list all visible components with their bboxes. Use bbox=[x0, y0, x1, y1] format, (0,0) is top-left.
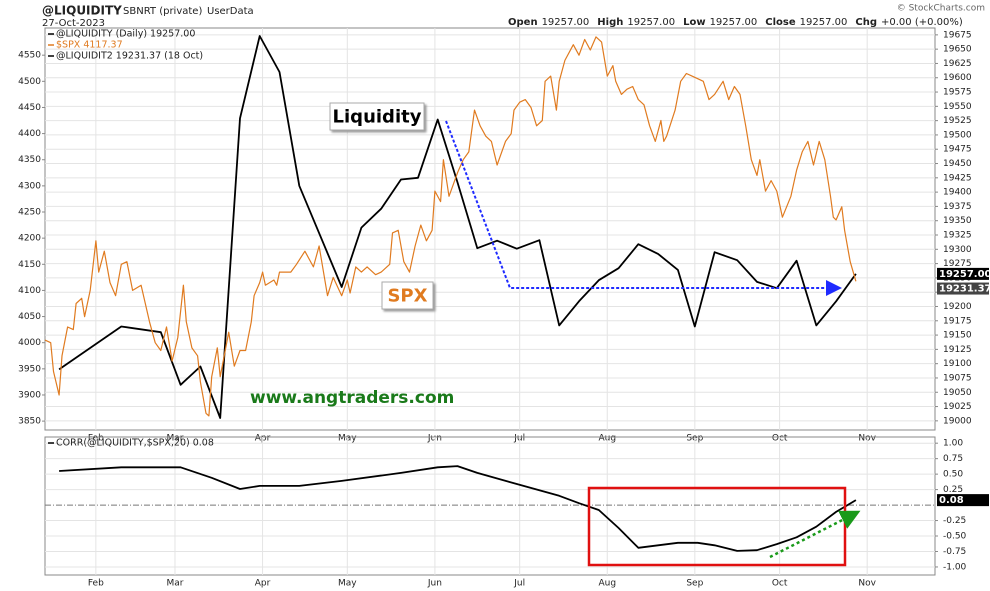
y-tick-label: 19200 bbox=[943, 302, 972, 312]
x-tick-label: Jun bbox=[427, 579, 442, 589]
symbol: @LIQUIDITY bbox=[42, 4, 122, 18]
y-tick-label: 19125 bbox=[943, 345, 972, 355]
y-tick-label: 19550 bbox=[943, 102, 972, 112]
x-tick-label: Mar bbox=[166, 579, 183, 589]
y-tick-label: 4050 bbox=[18, 312, 41, 322]
y-tick-label: 19275 bbox=[943, 259, 972, 269]
y-tick-label: -0.75 bbox=[943, 547, 966, 557]
quote-label: Low bbox=[683, 17, 705, 28]
quote-label: Chg bbox=[855, 17, 877, 28]
trend-arrow bbox=[769, 510, 861, 559]
feed: UserData bbox=[207, 6, 254, 17]
x-tick-label: Aug bbox=[598, 579, 616, 589]
quote-value: +0.00 (+0.00%) bbox=[881, 17, 963, 28]
plot-frame bbox=[44, 27, 936, 431]
y-tick-label: 3850 bbox=[18, 417, 41, 427]
y-tick-label: -1.00 bbox=[943, 562, 967, 572]
y-tick-label: 19100 bbox=[943, 359, 972, 369]
y-tick-label: 4200 bbox=[18, 234, 41, 244]
y-tick-label: 0.75 bbox=[943, 454, 963, 464]
plot-frame bbox=[44, 436, 936, 576]
y-tick-label: 0.25 bbox=[943, 485, 963, 495]
y-tick-label: 4350 bbox=[18, 155, 41, 165]
y-tick-label: 4500 bbox=[18, 77, 41, 87]
y-tick-label: 4300 bbox=[18, 181, 41, 191]
quote-value: 19257.00 bbox=[710, 17, 758, 28]
x-tick-label: Sep bbox=[686, 579, 703, 589]
y-tick-label: 19375 bbox=[943, 202, 972, 212]
y-tick-label: 19575 bbox=[943, 88, 972, 98]
y-tick-label: 19475 bbox=[943, 145, 972, 155]
y-tick-label: 19025 bbox=[943, 402, 972, 412]
y-tick-label: 19625 bbox=[943, 59, 972, 69]
x-tick-label: Oct bbox=[772, 579, 788, 589]
y-tick-label: 4550 bbox=[18, 51, 41, 61]
y-tick-label: 4100 bbox=[18, 286, 41, 296]
end-label-box bbox=[937, 267, 989, 280]
y-tick-label: 19500 bbox=[943, 130, 972, 140]
series-line bbox=[44, 36, 857, 417]
y-tick-label: 19650 bbox=[943, 45, 972, 55]
y-tick-label: 19050 bbox=[943, 388, 972, 398]
legend-label: @LIQUIDITY (Daily) 19257.00 bbox=[56, 29, 195, 40]
y-tick-label: 19425 bbox=[943, 173, 972, 183]
y-tick-label: -0.50 bbox=[943, 532, 967, 542]
y-tick-label: 19000 bbox=[943, 416, 972, 426]
y-tick-label: 4150 bbox=[18, 260, 41, 270]
highlight-box bbox=[587, 486, 847, 567]
end-label: 19257.00 bbox=[939, 269, 990, 280]
y-tick-label: 4450 bbox=[18, 103, 41, 113]
annotation: www.angtraders.com bbox=[250, 388, 454, 408]
y-tick-label: 0.50 bbox=[943, 470, 963, 480]
y-tick-label: 19600 bbox=[943, 73, 972, 83]
quote-label: Close bbox=[765, 17, 796, 28]
y-tick-label: 19350 bbox=[943, 216, 972, 226]
y-tick-label: 3950 bbox=[18, 364, 41, 374]
y-tick-label: 1.00 bbox=[943, 439, 963, 449]
quote-value: 19257.00 bbox=[542, 17, 590, 28]
legend-label: CORR(@LIQUIDITY,$SPX,20) 0.08 bbox=[56, 438, 214, 449]
y-tick-label: 3900 bbox=[18, 390, 41, 400]
y-tick-label: 19450 bbox=[943, 159, 972, 169]
y-tick-label: 19075 bbox=[943, 373, 972, 383]
copyright: © StockCharts.com bbox=[897, 4, 985, 14]
date: 27-Oct-2023 bbox=[42, 18, 105, 29]
x-tick-label: Feb bbox=[88, 579, 104, 589]
y-tick-label: 19300 bbox=[943, 245, 972, 255]
quote-value: 19257.00 bbox=[627, 17, 675, 28]
y-tick-label: 19675 bbox=[943, 30, 972, 40]
annotation-box bbox=[381, 281, 434, 310]
end-label: 0.08 bbox=[939, 495, 964, 506]
quote-label: Open bbox=[508, 17, 538, 28]
x-tick-label: Apr bbox=[255, 579, 271, 589]
y-tick-label: 19175 bbox=[943, 316, 972, 326]
trend-arrow bbox=[445, 120, 842, 296]
y-tick-label: 19525 bbox=[943, 116, 972, 126]
legend-label: $SPX 4117.37 bbox=[56, 40, 123, 51]
x-tick-label: Jul bbox=[513, 579, 525, 589]
y-tick-label: 4000 bbox=[18, 338, 41, 348]
quote-label: High bbox=[597, 17, 623, 28]
end-label-box bbox=[937, 494, 989, 507]
x-tick-label: Nov bbox=[858, 579, 876, 589]
annotation: SPX bbox=[387, 286, 427, 307]
quote-value: 19257.00 bbox=[800, 17, 848, 28]
quote: Open 19257.00 High 19257.00 Low 19257.00 Close… bbox=[508, 17, 963, 28]
y-tick-label: 4400 bbox=[18, 129, 41, 139]
series-line bbox=[58, 35, 857, 419]
y-tick-label: 19325 bbox=[943, 231, 972, 241]
legend-label: @LIQUIDIT2 19231.37 (18 Oct) bbox=[56, 51, 203, 62]
y-tick-label: 19150 bbox=[943, 331, 972, 341]
annotation: Liquidity bbox=[333, 107, 422, 128]
source: SBNRT (private) bbox=[123, 6, 202, 17]
x-tick-label: May bbox=[338, 579, 357, 589]
annotation-box bbox=[329, 102, 425, 131]
y-tick-label: 19400 bbox=[943, 188, 972, 198]
y-tick-label: -0.25 bbox=[943, 516, 966, 526]
y-tick-label: 4250 bbox=[18, 208, 41, 218]
end-label: 19231.37 bbox=[939, 284, 990, 295]
series-line bbox=[59, 465, 857, 552]
end-label-box bbox=[937, 282, 989, 295]
